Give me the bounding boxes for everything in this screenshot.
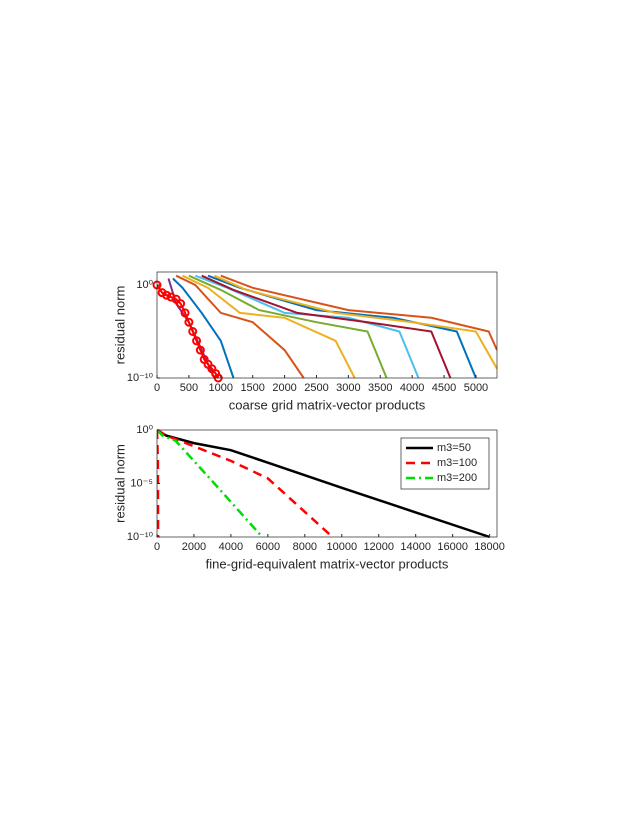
x-tick-label: 4000 [219, 541, 243, 553]
series-line [182, 274, 356, 379]
x-axis-label: coarse grid matrix-vector products [229, 397, 426, 412]
x-tick-label: 6000 [256, 541, 280, 553]
marker [171, 294, 181, 304]
marker [192, 336, 202, 346]
x-tick-label: 16000 [437, 541, 468, 553]
series-line [213, 274, 497, 370]
x-tick-label: 1500 [240, 382, 264, 394]
x-tick-label: 8000 [293, 541, 317, 553]
marker [162, 290, 172, 300]
series-line [201, 274, 452, 379]
x-tick-label: 3500 [368, 382, 392, 394]
series-line [207, 274, 477, 379]
x-tick-label: 4500 [432, 382, 456, 394]
legend-label: m3=50 [437, 442, 471, 454]
x-tick-label: 2500 [304, 382, 328, 394]
legend-label: m3=200 [437, 472, 477, 484]
y-tick-label: 10⁻¹⁰ [127, 372, 154, 384]
legend-box [400, 437, 490, 490]
series-line [172, 277, 235, 379]
x-tick-label: 10000 [326, 541, 357, 553]
x-tick-label: 2000 [272, 382, 296, 394]
marker [188, 327, 198, 337]
series-line [157, 429, 160, 538]
legend-label: m3=100 [437, 457, 477, 469]
marker [184, 317, 194, 327]
x-tick-label: 4000 [400, 382, 424, 394]
x-tick-label: 1000 [209, 382, 233, 394]
marker [195, 345, 205, 355]
x-tick-label: 18000 [474, 541, 505, 553]
series-line [175, 274, 305, 379]
x-axis-label: fine-grid-equivalent matrix-vector produ… [206, 556, 449, 571]
marker [176, 299, 186, 309]
x-tick-label: 0 [154, 382, 160, 394]
x-tick-label: 5000 [464, 382, 488, 394]
y-tick-label: 10⁻¹⁰ [127, 531, 154, 543]
x-tick-label: 3000 [336, 382, 360, 394]
x-tick-label: 14000 [400, 541, 431, 553]
y-axis-label: residual norm [112, 286, 127, 365]
series-line [188, 274, 388, 379]
x-tick-label: 2000 [182, 541, 206, 553]
x-tick-label: 500 [180, 382, 198, 394]
axes-box [156, 271, 498, 379]
y-tick-label: 10⁻⁵ [130, 477, 153, 489]
y-tick-label: 10⁰ [136, 279, 153, 291]
marker [166, 292, 176, 302]
marker [180, 308, 190, 318]
y-axis-label: residual norm [112, 444, 127, 523]
series-line [220, 274, 497, 351]
series-line [157, 428, 334, 538]
y-tick-label: 10⁰ [136, 424, 153, 436]
x-tick-label: 12000 [363, 541, 394, 553]
series-line [157, 429, 264, 538]
x-tick-label: 0 [154, 541, 160, 553]
